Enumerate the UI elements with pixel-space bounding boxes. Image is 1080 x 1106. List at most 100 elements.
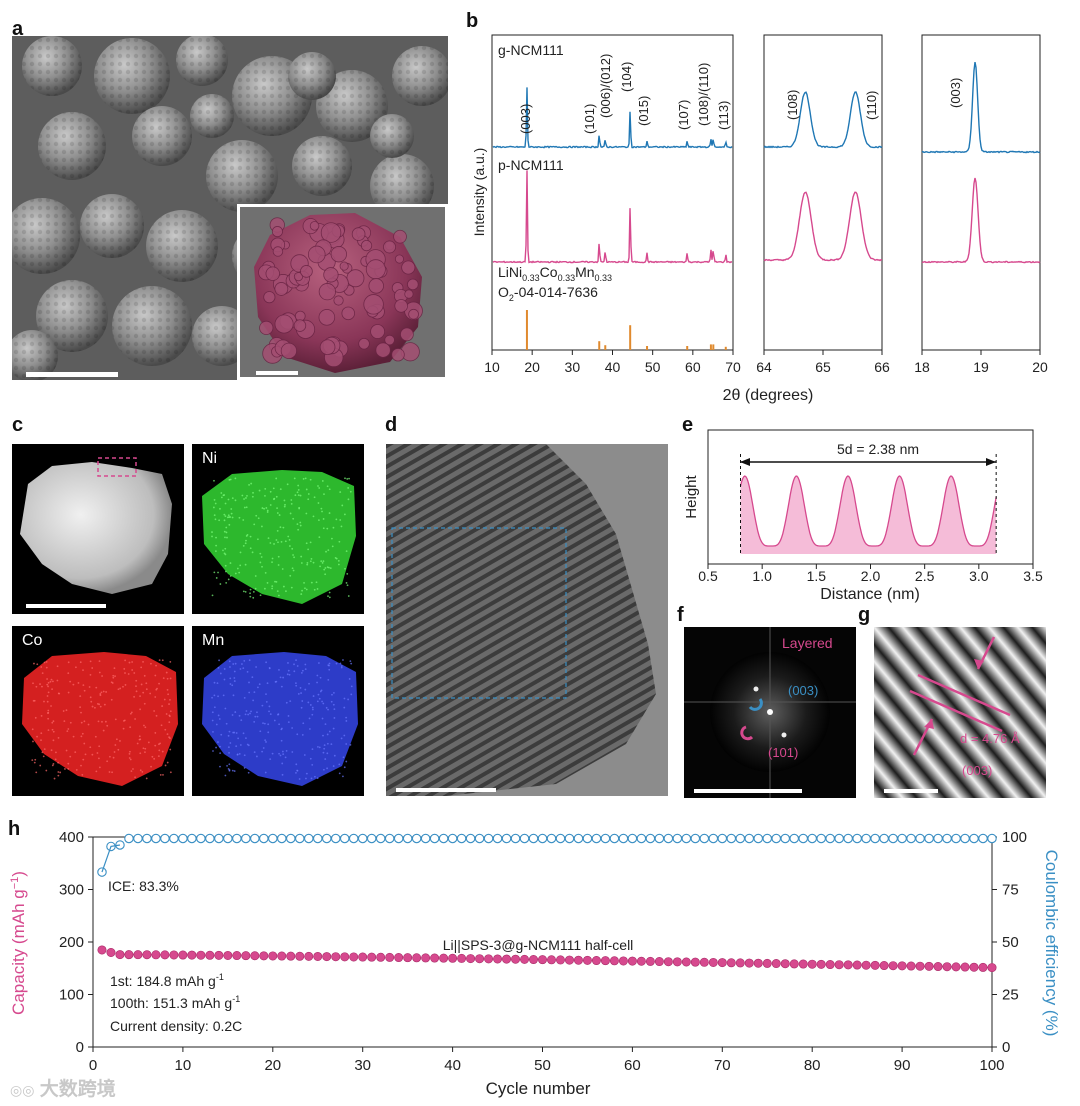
capacity-point [663,957,673,967]
hrtem-image [386,444,668,796]
capacity-point [573,955,583,965]
eds-speckle [256,538,259,541]
eds-speckle [130,711,133,714]
ce-point [699,833,710,844]
eds-speckle [131,669,134,671]
capacity-point [888,961,898,971]
capacity-point [160,950,170,960]
eds-speckle [331,545,334,548]
eds-speckle [47,685,49,688]
eds-speckle [332,727,335,730]
eds-speckle [52,720,55,723]
eds-speckle [273,719,276,722]
eds-speckle [317,745,319,748]
eds-speckle [248,484,250,486]
capacity-point [969,962,979,972]
eds-speckle [338,763,341,766]
cycling-x-tick-label: 10 [175,1057,192,1074]
eds-speckle [243,767,246,769]
eds-speckle [81,774,84,776]
capacity-point [897,961,907,971]
eds-speckle [261,507,264,509]
eds-speckle [228,523,231,526]
eds-speckle [213,499,216,501]
eds-speckle [256,715,259,718]
capacity-point [322,952,332,962]
eds-speckle [106,760,109,763]
eds-speckle [286,673,289,676]
xrd-peak-label: (108)/(110) [696,63,711,126]
xrd-trace-p-ncm111 [492,170,733,264]
eds-speckle [252,699,255,702]
capacity-point [466,954,476,964]
capacity-point [843,960,853,970]
ce-point [852,833,862,844]
ce-point [250,833,260,844]
sem-particle-texture [190,94,234,138]
eds-speckle [307,493,310,495]
eds-speckle [51,728,54,731]
eds-speckle [243,696,246,699]
eds-speckle [142,747,145,750]
eds-speckle [237,737,240,740]
eds-speckle [112,676,115,679]
eds-speckle [169,660,172,663]
eds-speckle [228,730,231,733]
ce-point [789,833,799,844]
eds-speckle [169,748,172,751]
eds-speckle [305,772,308,775]
eds-mn-map: Mn [192,626,364,796]
eds-speckle [217,666,220,669]
eds-speckle [229,677,232,680]
eds-speckle [333,754,336,757]
ce-point [304,833,314,844]
eds-speckle [331,537,333,540]
cycling-xlabel: Cycle number [486,1079,591,1098]
eds-speckle [128,661,131,664]
ce-point [205,833,215,844]
eds-speckle [263,722,266,725]
capacity-point [475,954,485,964]
eds-speckle [232,663,235,665]
eds-speckle [343,734,346,737]
eds-speckle [211,535,213,538]
capacity-point [564,955,574,965]
eds-speckle [279,526,282,529]
eds-speckle [239,551,242,554]
eds-speckle [245,535,248,537]
eds-speckle [114,675,116,678]
ce-point [933,833,943,844]
eds-speckle [261,565,263,568]
eds-speckle [47,691,50,694]
eds-speckle [219,507,221,510]
capacity-point [331,952,341,962]
eds-speckle [106,724,109,727]
inset-grain [318,309,336,326]
eds-speckle [326,485,329,488]
eds-speckle [267,723,270,726]
cycling-y2-tick-label: 25 [1002,987,1019,1004]
panel-label-e: e [682,414,694,436]
eds-speckle [252,596,255,599]
ce-point [834,833,844,844]
eds-speckle [266,582,269,584]
eds-speckle [32,740,34,743]
xrd-tick-label: 19 [973,359,989,375]
eds-speckle [295,659,297,662]
capacity-point [852,960,862,970]
eds-speckle [265,741,267,743]
capacity-point [546,955,556,965]
eds-speckle [311,763,314,766]
eds-speckle [300,706,303,709]
eds-speckle [317,502,320,504]
eds-speckle [66,730,69,733]
xrd-peak-label: (113) [716,101,731,130]
eds-speckle [271,752,274,755]
eds-speckle [89,696,92,699]
eds-speckle [218,519,221,522]
capacity-point [403,953,413,963]
ce-point [681,833,692,844]
eds-speckle [90,700,93,703]
eds-speckle [244,713,247,716]
eds-speckle [42,755,45,758]
